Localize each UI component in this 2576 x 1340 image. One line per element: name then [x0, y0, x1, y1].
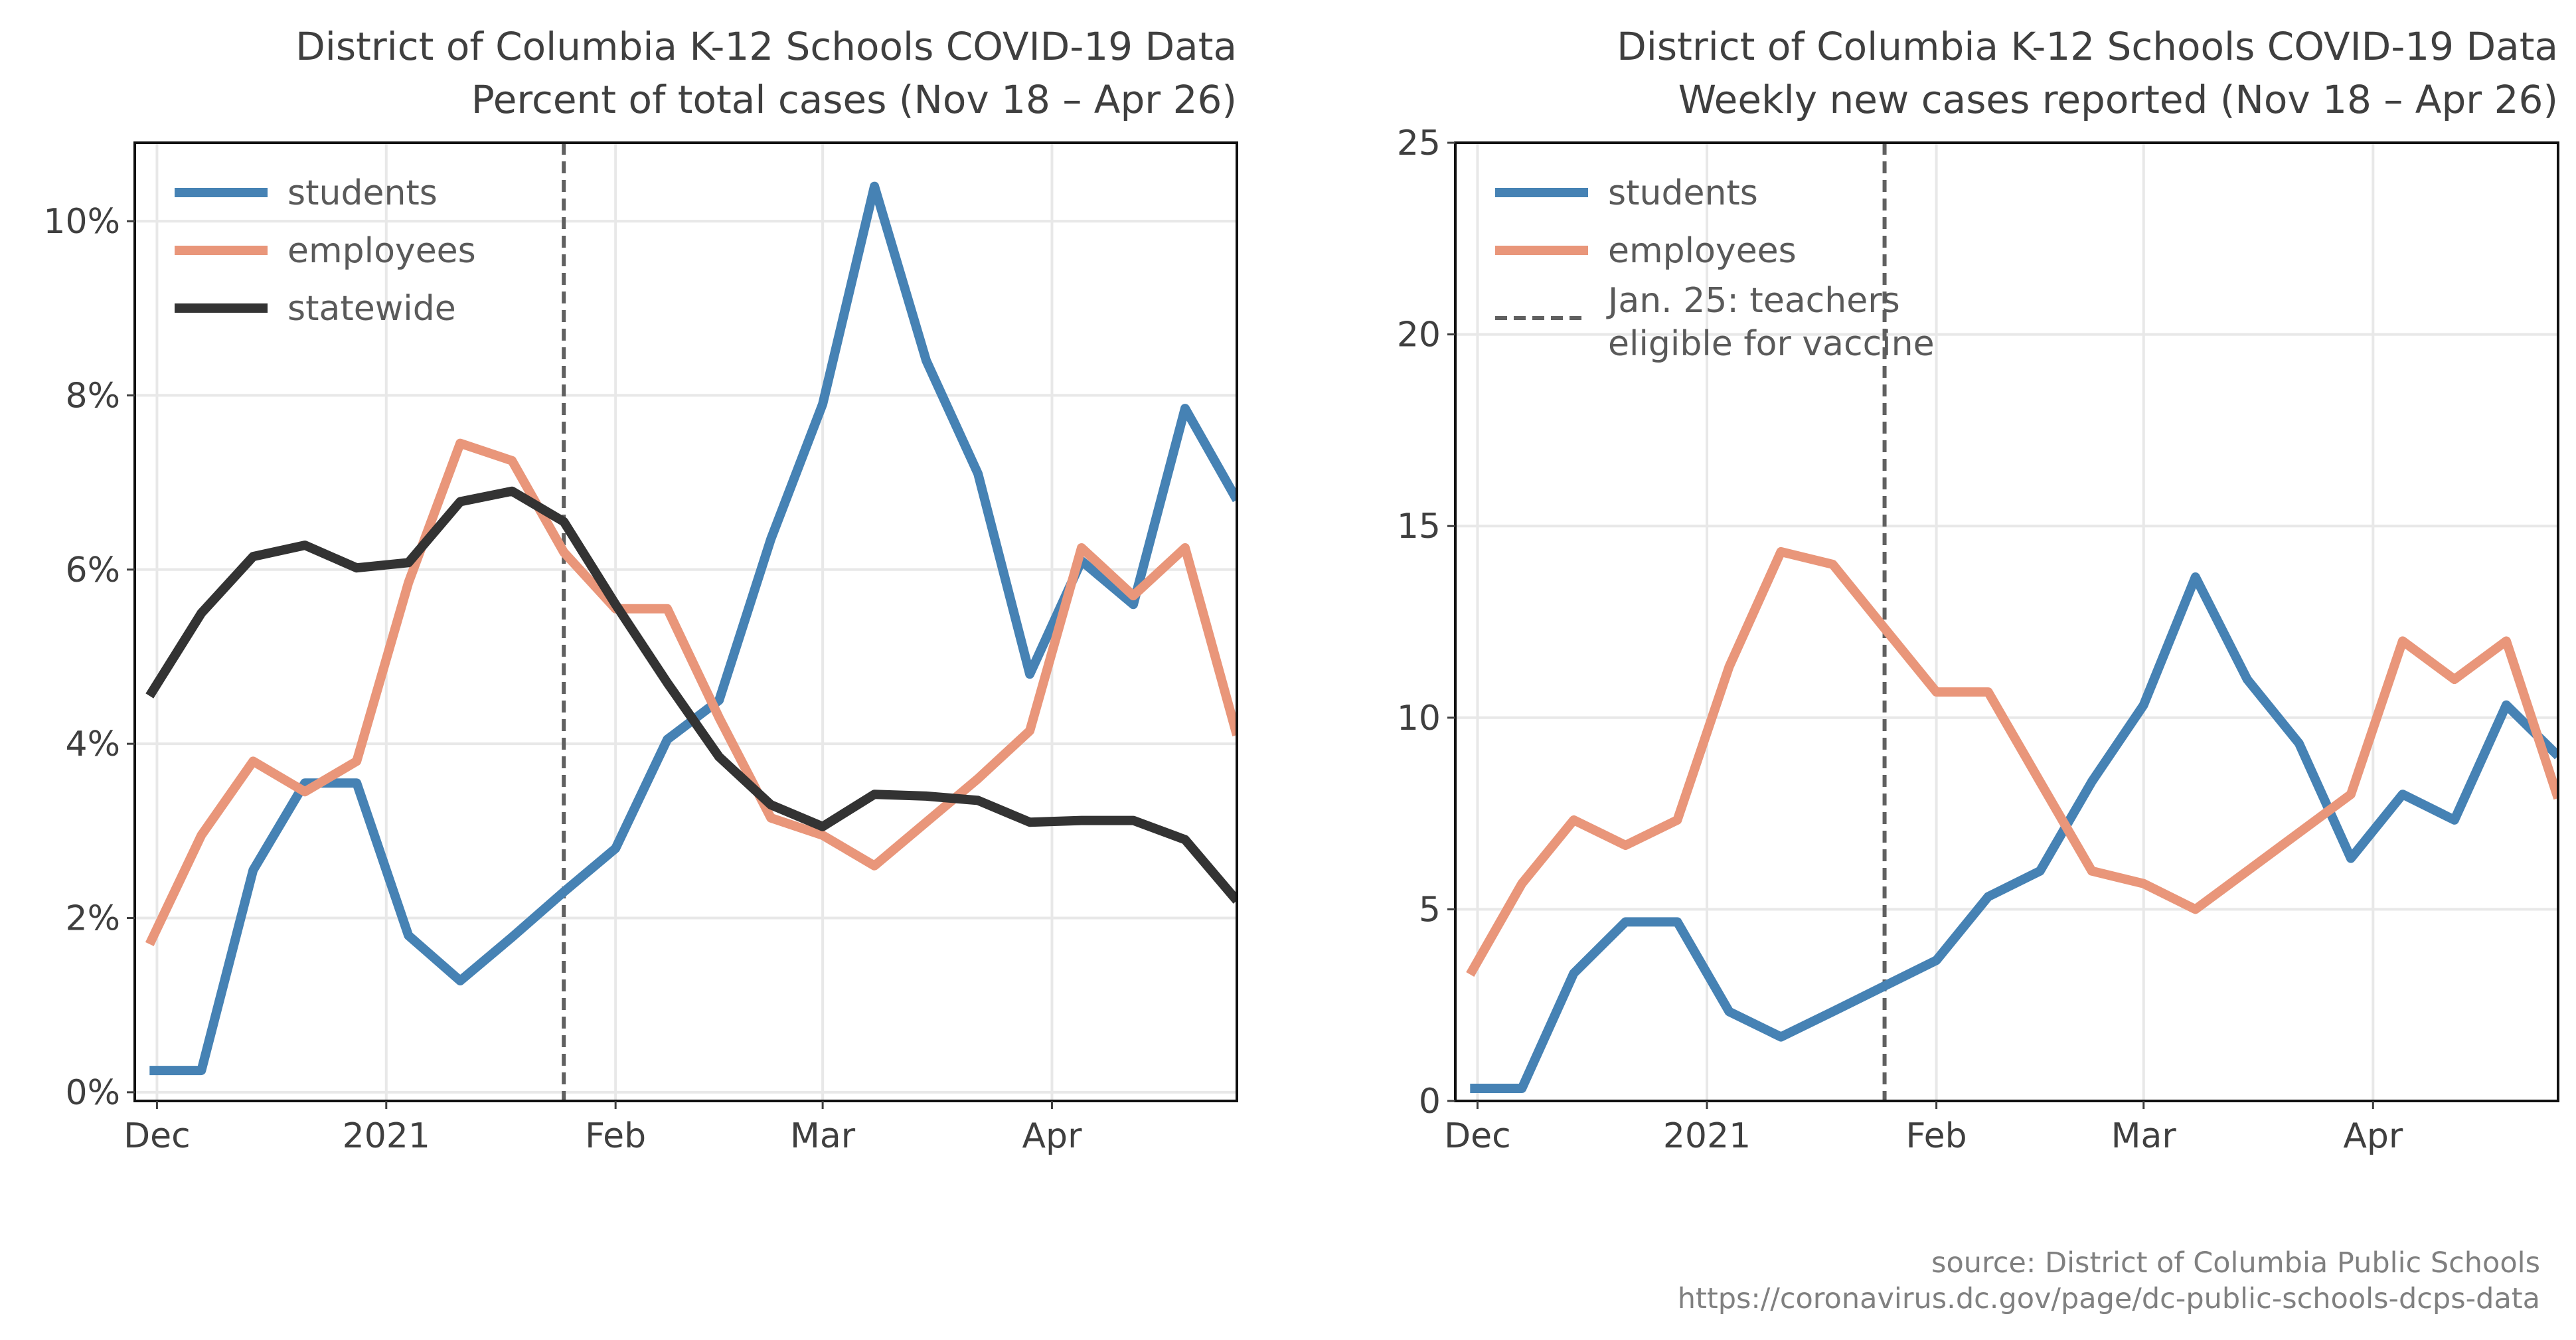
legend-label-vline: eligible for vaccine — [1608, 324, 1935, 364]
x-tick-label: Mar — [790, 1116, 856, 1156]
legend: students employees Jan. 25: teacherseligib… — [1495, 173, 1935, 364]
series-line-statewide — [145, 486, 1237, 904]
x-tick-label: Apr — [1022, 1116, 1082, 1156]
x-tick-label: Feb — [585, 1116, 646, 1156]
y-tick-label: 10% — [43, 202, 120, 242]
legend-label-students: students — [1608, 173, 1758, 213]
y-tick-label: 4% — [66, 724, 121, 764]
chart-subtitle: Percent of total cases (Nov 18 – Apr 26) — [471, 77, 1237, 122]
y-tick-label: 2% — [66, 899, 121, 939]
x-tick-label: Mar — [2111, 1116, 2177, 1156]
source-line-1: source: District of Columbia Public Scho… — [1931, 1246, 2540, 1280]
chart-title: District of Columbia K-12 Schools COVID-… — [295, 24, 1237, 69]
x-tick-label: Feb — [1906, 1116, 1967, 1156]
y-tick-label: 8% — [66, 376, 121, 416]
series-line-students — [1470, 572, 2558, 1093]
y-tick-label: 15 — [1397, 507, 1441, 546]
y-tick-label: 5 — [1419, 890, 1441, 930]
legend-label-employees: employees — [1608, 231, 1797, 271]
y-tick-label: 20 — [1397, 315, 1441, 355]
axes-frame — [133, 141, 1238, 1102]
axes-frame — [1454, 141, 2559, 1102]
chart-subtitle: Weekly new cases reported (Nov 18 – Apr … — [1678, 77, 2558, 122]
chart-weekly-new-cases: District of Columbia K-12 Schools COVID-… — [1397, 24, 2559, 1156]
y-tick-label: 0 — [1419, 1082, 1441, 1122]
x-tick-label: Apr — [2343, 1116, 2403, 1156]
legend-label-students: students — [287, 173, 438, 213]
plot-area — [145, 181, 1237, 1076]
series-line-employees — [145, 438, 1237, 946]
legend: students employees statewide — [175, 173, 476, 329]
series-line-employees — [1466, 546, 2558, 977]
legend-label-statewide: statewide — [287, 289, 456, 329]
grid — [135, 143, 1237, 1101]
x-tick-label: 2021 — [1663, 1116, 1751, 1156]
legend-label-employees: employees — [287, 231, 476, 271]
chart-percent-of-total: District of Columbia K-12 Schools COVID-… — [43, 24, 1238, 1156]
legend-label-vline: Jan. 25: teachers — [1606, 281, 1900, 321]
x-tick-label: 2021 — [343, 1116, 430, 1156]
x-tick-label: Dec — [123, 1116, 191, 1156]
y-tick-label: 10 — [1397, 699, 1441, 738]
y-tick-label: 25 — [1397, 124, 1441, 163]
source-line-2: https://coronavirus.dc.gov/page/dc-publi… — [1678, 1282, 2540, 1315]
y-tick-label: 0% — [66, 1073, 121, 1113]
x-tick-label: Dec — [1444, 1116, 1511, 1156]
chart-title: District of Columbia K-12 Schools COVID-… — [1617, 24, 2558, 69]
y-tick-label: 6% — [66, 550, 121, 590]
plot-area — [1466, 546, 2558, 1093]
